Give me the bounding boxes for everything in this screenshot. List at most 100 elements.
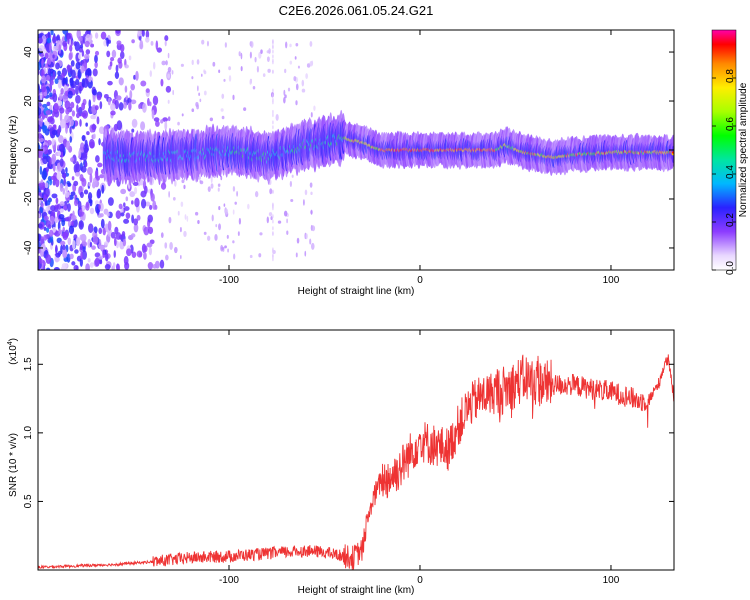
spectrogram-cell [42, 156, 48, 165]
spectrogram-cell [79, 118, 82, 127]
spectrogram-cell [47, 148, 53, 155]
spectrogram-cell [154, 204, 158, 210]
spectrogram-cell [126, 248, 132, 257]
spectrogram-cell [54, 78, 59, 85]
spectrogram-cell [198, 92, 201, 97]
spectrogram-cell [232, 209, 235, 215]
spectrogram-cell [52, 54, 55, 59]
spectrogram-cell [194, 211, 199, 216]
spectrogram-cell [240, 52, 243, 60]
spectrogram-cell [110, 110, 116, 116]
spectrogram-cell [128, 102, 132, 111]
spectrogram-cell [301, 88, 306, 93]
spectrogram-cell [38, 102, 42, 108]
spectrogram-cell [671, 151, 674, 154]
spectrogram-cell [94, 54, 98, 63]
spectrogram-cell [165, 60, 168, 66]
spectrogram-cell [93, 226, 98, 234]
spectrogram-cell [143, 251, 147, 260]
spectrogram-cell [164, 120, 168, 131]
spectrogram-cell [59, 107, 65, 114]
spectrogram-cell [94, 50, 100, 56]
spectrogram-cell [44, 120, 50, 127]
spectrogram-cell [133, 218, 139, 226]
spectrogram-cell [180, 63, 184, 67]
spectrogram-cell [160, 78, 164, 87]
spectrogram-cell [98, 204, 101, 210]
spectrogram-cell [136, 250, 143, 258]
spectrogram-cell [304, 250, 307, 257]
spectrogram-cell [228, 75, 232, 82]
spectrogram-cell [252, 86, 256, 90]
spectrogram-cell [76, 112, 80, 119]
spectrogram-cell [269, 188, 273, 195]
spectrogram-cell [79, 191, 84, 199]
spectrogram-cell [57, 79, 62, 89]
spectrogram-cell [52, 35, 57, 44]
spectrogram-cell [160, 119, 164, 124]
spectrogram-cell [147, 262, 154, 270]
spectrogram-cell [227, 248, 230, 253]
spectrogram-cell [207, 235, 211, 241]
spectrogram-cell [38, 137, 45, 143]
spectrogram-cell [94, 252, 101, 258]
spectrogram-cell [266, 56, 270, 63]
spectrogram-cell [41, 75, 47, 84]
spectrogram-cell [74, 199, 79, 207]
spectrogram-y-label: Frequency (Hz) [8, 116, 19, 185]
spectrogram-cell [272, 58, 274, 63]
spectrogram-cell [62, 226, 65, 233]
spectrogram-cell [71, 176, 75, 181]
spectrogram-cell [49, 104, 53, 111]
spectrogram-cell [42, 146, 45, 153]
spectrogram-cell [76, 104, 79, 113]
spectrogram-cell [120, 188, 127, 195]
colorbar-gradient [712, 30, 736, 270]
spectrogram-cell [87, 192, 93, 201]
spectrogram-cell [83, 143, 89, 154]
spectrogram-cell [75, 61, 81, 70]
spectrogram-cell [60, 88, 64, 95]
spectrogram-cell [82, 110, 88, 119]
spectrogram-cell [60, 72, 66, 78]
spectrogram-cell [171, 70, 174, 75]
spectrogram-cell [51, 129, 58, 136]
snr-x-tick-label: -100 [219, 575, 239, 586]
spectrogram-cell [174, 246, 178, 254]
spectrogram-cell [65, 140, 71, 151]
spectrogram-cell [63, 177, 66, 187]
spectrogram-cell [262, 73, 266, 78]
spectrogram-cell [114, 71, 120, 80]
spectrogram-cell [139, 39, 144, 50]
spectrogram-cell [110, 56, 115, 62]
spectrogram-cell [285, 41, 288, 49]
spectrogram-cell [191, 76, 194, 80]
spectrogram-cell [287, 87, 291, 92]
spectrogram-cell [131, 118, 138, 128]
spectrogram-cell [113, 250, 116, 258]
spectrogram-cell [67, 90, 73, 99]
spectrogram-cell [81, 102, 86, 111]
spectrogram-cell [57, 128, 60, 136]
colorbar-tick-label: 0.8 [725, 69, 736, 83]
spectrogram-cell [103, 241, 109, 246]
snr-multiplier: (x104) [7, 338, 19, 365]
spectrogram-cell [137, 30, 142, 37]
spectrogram-cell [305, 73, 309, 79]
spectrogram-cell [52, 110, 55, 118]
spectrogram-y-ticks: -40 -20 0 20 40 [23, 46, 674, 255]
spectrogram-y-tick-label: 0 [23, 147, 34, 153]
spectrogram-cell [87, 79, 93, 89]
spectrogram-cell [267, 68, 271, 73]
spectrogram-cell [38, 61, 41, 71]
spectrogram-cell [209, 117, 214, 122]
spectrogram-cell [293, 76, 297, 82]
snr-multiplier-open: (x10 [8, 345, 19, 365]
spectrogram-cell [124, 206, 130, 212]
spectrogram-cell [206, 40, 209, 47]
snr-y-tick-label: 1.5 [23, 357, 34, 371]
spectrogram-cell [62, 40, 68, 47]
spectrogram-cell [149, 204, 153, 210]
spectrogram-cell [160, 232, 164, 239]
spectrogram-cell [66, 216, 72, 222]
